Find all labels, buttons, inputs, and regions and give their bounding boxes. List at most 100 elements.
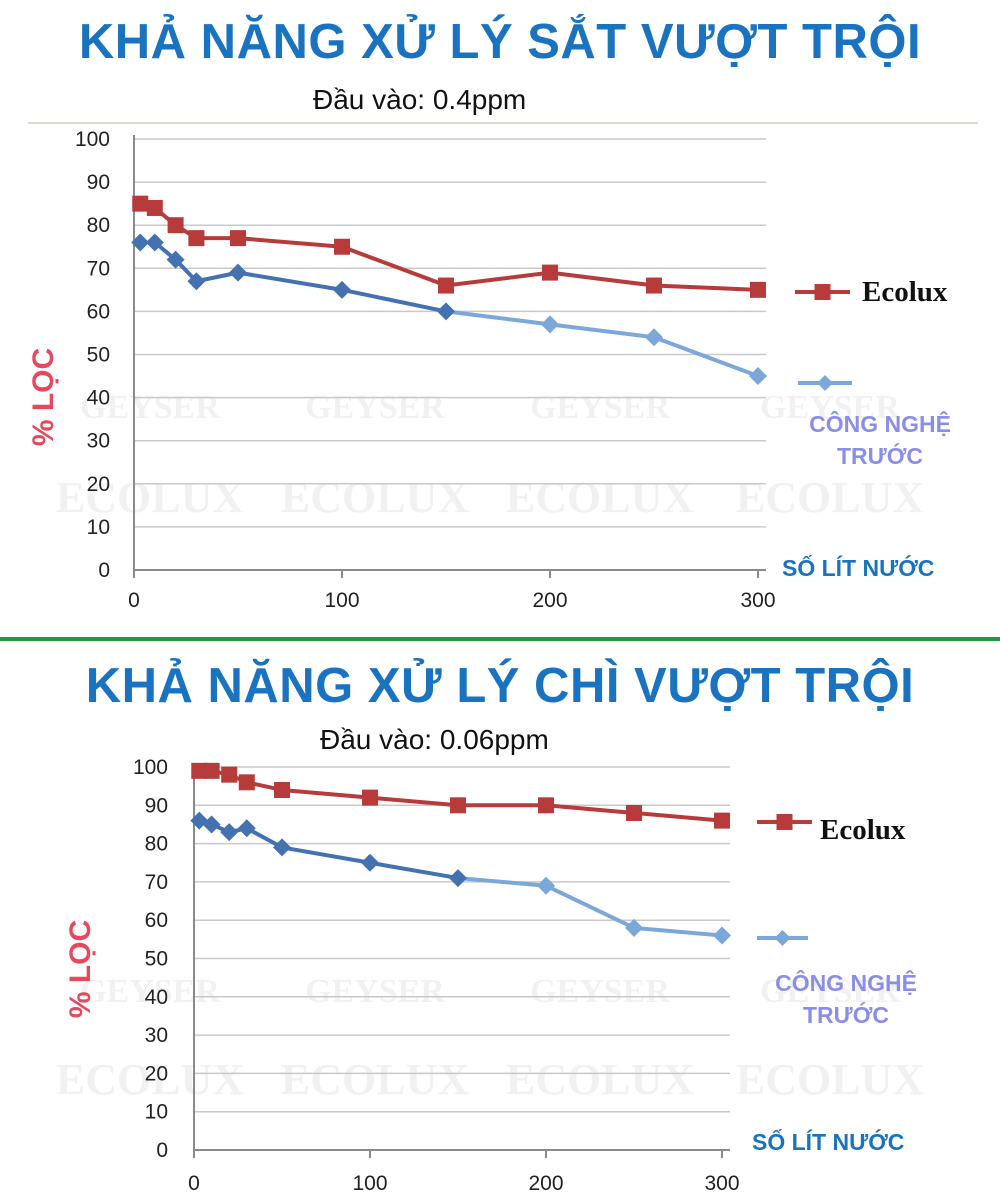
watermark-geyser: GEYSER xyxy=(80,389,220,426)
series-segment xyxy=(444,270,552,288)
data-point-square xyxy=(538,797,554,814)
watermark-ecolux: ECOLUX xyxy=(506,473,694,522)
chart-panel-lead: KHẢ NĂNG XỬ LÝ CHÌ VƯỢT TRỘI Đầu vào: 0.… xyxy=(0,642,1000,1201)
line-chart-lead: GEYSER GEYSER GEYSER GEYSER ECOLUX ECOLUX ECOL… xyxy=(56,756,924,1195)
series-segment xyxy=(632,810,724,823)
data-point-diamond xyxy=(713,926,731,945)
y-tick-label: 30 xyxy=(145,1024,168,1047)
x-tick-label: 100 xyxy=(352,1172,387,1195)
y-tick-label: 30 xyxy=(87,430,110,453)
y-tick-label: 100 xyxy=(75,128,110,151)
data-point-diamond xyxy=(625,918,643,937)
data-point-square xyxy=(274,781,290,798)
data-point-square xyxy=(132,195,149,212)
series-segment xyxy=(456,876,548,888)
data-point-diamond xyxy=(537,876,555,895)
data-point-diamond xyxy=(645,328,663,347)
y-axis-label-iron: % LỌC xyxy=(27,347,60,447)
series-segment xyxy=(544,803,636,815)
series-segment xyxy=(652,283,760,292)
x-tick-label: 200 xyxy=(528,1172,563,1195)
legend-marker-diamond xyxy=(817,375,833,391)
data-point-square xyxy=(146,199,163,216)
line-chart-iron: GEYSER GEYSER GEYSER GEYSER ECOLUX ECOLUX ECOL… xyxy=(56,128,924,612)
x-tick-label: 300 xyxy=(740,589,775,612)
chart-panel-iron: KHẢ NĂNG XỬ LÝ SẮT VƯỢT TRỘI Đầu vào: 0.… xyxy=(27,15,978,612)
y-tick-label: 60 xyxy=(145,909,168,932)
series-segment xyxy=(244,826,284,850)
watermark-ecolux: ECOLUX xyxy=(506,1055,694,1104)
series-segment xyxy=(544,883,636,930)
y-tick-label: 70 xyxy=(145,871,168,894)
data-point-diamond xyxy=(229,263,247,282)
data-point-diamond xyxy=(202,815,221,834)
y-tick-label: 100 xyxy=(133,756,168,779)
legend-label-ecolux-iron: Ecolux xyxy=(862,276,948,308)
y-tick-label: 90 xyxy=(145,794,168,817)
data-point-diamond xyxy=(187,272,206,291)
data-point-diamond xyxy=(131,233,150,252)
y-tick-label: 50 xyxy=(145,948,168,971)
watermark-layer: GEYSER GEYSER GEYSER GEYSER ECOLUX ECOLUX ECOL… xyxy=(56,389,924,522)
legend-marker-diamond xyxy=(774,930,791,946)
watermark-ecolux: ECOLUX xyxy=(736,1055,924,1104)
section-divider xyxy=(0,637,1000,641)
y-tick-label: 10 xyxy=(145,1101,168,1124)
watermark-geyser: GEYSER xyxy=(760,389,900,426)
x-axis-unit-lead: SỐ LÍT NƯỚC xyxy=(752,1129,905,1155)
x-tick-label: 300 xyxy=(704,1172,739,1195)
watermark-geyser: GEYSER xyxy=(305,973,445,1010)
y-tick-label: 80 xyxy=(145,833,168,856)
chart-title-lead: KHẢ NĂNG XỬ LÝ CHÌ VƯỢT TRỘI xyxy=(85,659,915,713)
data-point-diamond xyxy=(449,869,467,888)
series-segment xyxy=(368,860,460,881)
data-point-diamond xyxy=(749,367,767,386)
series-segment xyxy=(280,845,372,865)
y-tick-label: 40 xyxy=(145,986,168,1009)
data-point-diamond xyxy=(220,823,239,842)
data-point-square xyxy=(646,277,662,294)
gridlines: 0 10 20 30 40 50 60 70 80 90 100 xyxy=(133,756,730,1162)
y-tick-label: 70 xyxy=(87,257,110,280)
legend-label-line-2: TRƯỚC xyxy=(803,1002,889,1028)
series-segment xyxy=(368,795,460,808)
series-segment xyxy=(236,270,344,292)
x-tick-label: 100 xyxy=(324,589,359,612)
legend-label-previous-tech-lead: CÔNG NGHỆ TRƯỚC xyxy=(756,967,936,1031)
chart-subtitle-iron: Đầu vào: 0.4ppm xyxy=(313,84,527,115)
watermark-ecolux: ECOLUX xyxy=(736,473,924,522)
data-point-square xyxy=(188,230,205,247)
chart-subtitle-lead: Đầu vào: 0.06ppm xyxy=(320,724,549,755)
watermark-geyser: GEYSER xyxy=(80,973,220,1010)
data-point-square xyxy=(230,230,246,247)
watermark-geyser: GEYSER xyxy=(530,973,670,1010)
watermark-layer: GEYSER GEYSER GEYSER GEYSER ECOLUX ECOLUX ECOL… xyxy=(56,973,924,1104)
watermark-ecolux: ECOLUX xyxy=(281,1055,469,1104)
legend-label-ecolux-lead: Ecolux xyxy=(820,814,906,846)
y-tick-label: 40 xyxy=(87,387,110,410)
top-border-line xyxy=(28,122,978,124)
series-segment xyxy=(236,236,344,249)
legend-label-previous-tech-iron: CÔNG NGHỆ TRƯỚC xyxy=(790,408,970,472)
data-point-square xyxy=(714,812,730,829)
series-previous-tech xyxy=(190,811,808,946)
data-point-square xyxy=(203,762,220,779)
series-segment xyxy=(652,335,760,379)
data-point-square xyxy=(238,774,255,791)
data-point-diamond xyxy=(437,302,455,321)
y-tick-label: 80 xyxy=(87,214,110,237)
y-axis-label-lead: % LỌC xyxy=(64,919,97,1019)
y-tick-label: 60 xyxy=(87,300,110,323)
series-segment xyxy=(340,244,448,288)
data-point-square xyxy=(542,264,558,281)
data-point-square xyxy=(750,281,766,298)
watermark-ecolux: ECOLUX xyxy=(56,473,244,522)
watermark-ecolux: ECOLUX xyxy=(281,473,469,522)
y-tick-label: 20 xyxy=(87,473,110,496)
data-point-diamond xyxy=(273,838,291,857)
series-segment xyxy=(340,287,448,314)
y-tick-label: 10 xyxy=(87,516,110,539)
series-segment xyxy=(632,925,724,938)
data-point-square xyxy=(221,766,238,783)
legend-label-line-1: CÔNG NGHỆ xyxy=(775,970,917,996)
